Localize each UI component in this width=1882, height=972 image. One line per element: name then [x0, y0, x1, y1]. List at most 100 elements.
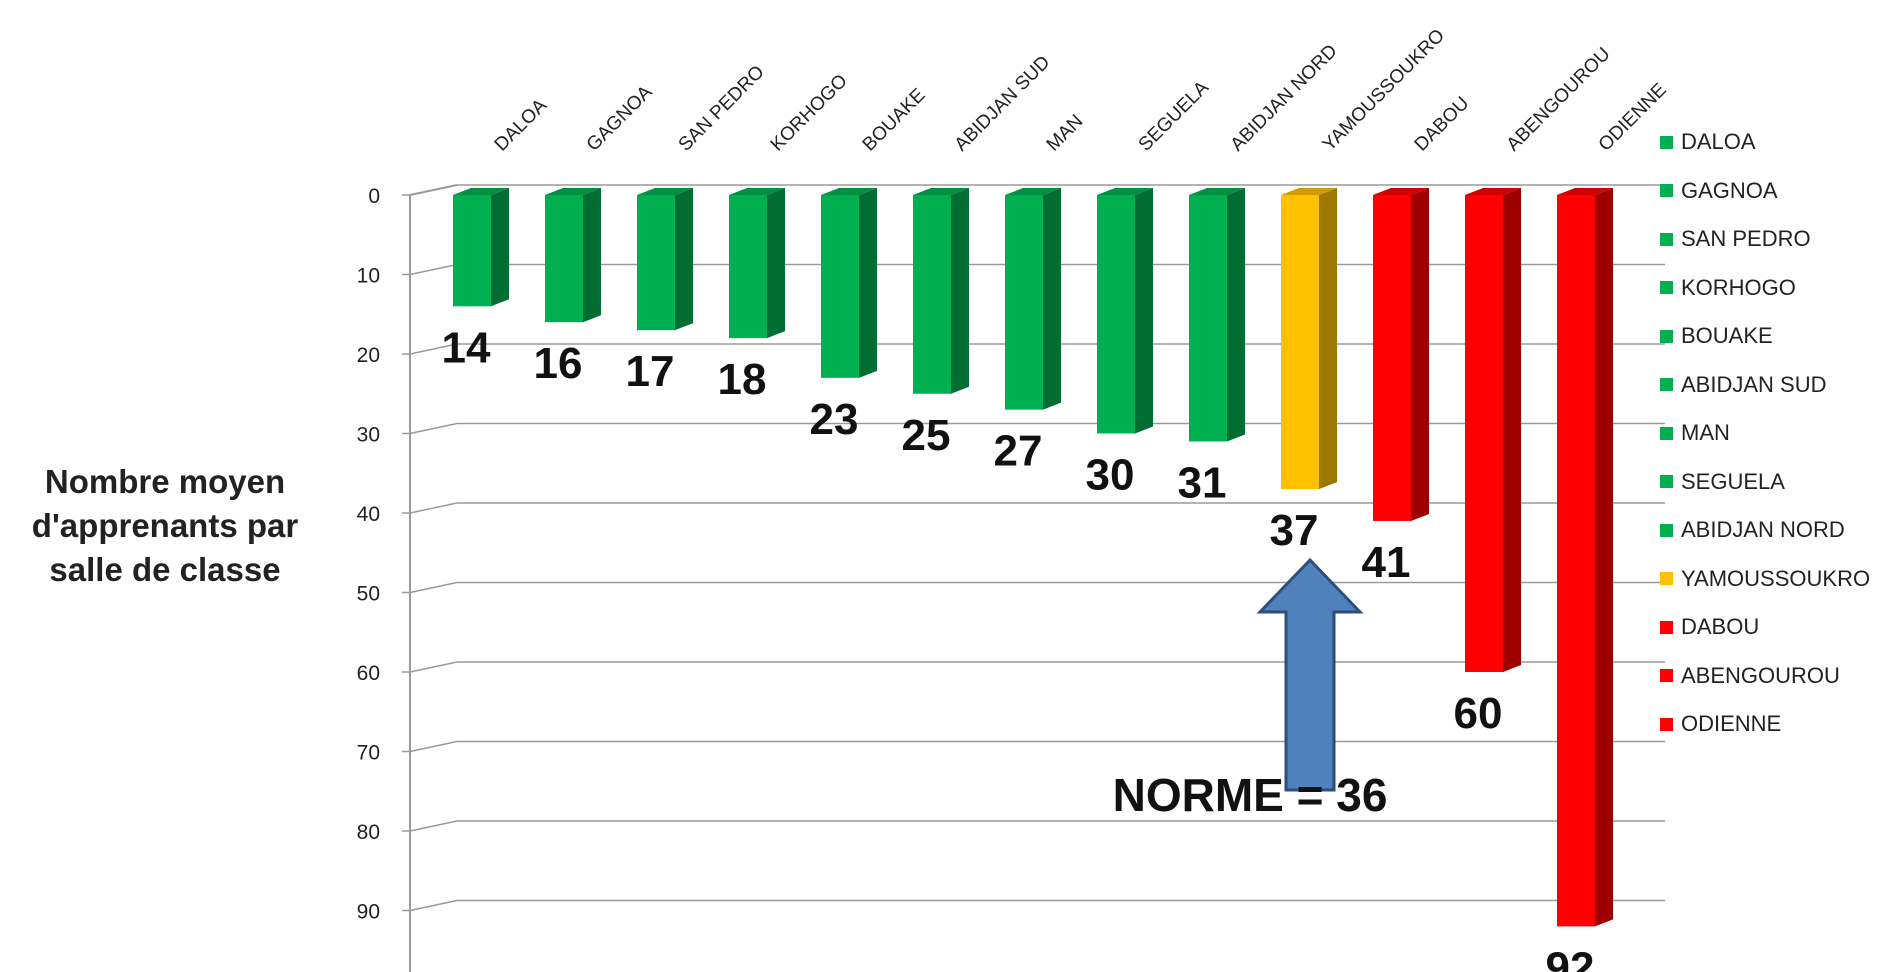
legend-item: MAN [1660, 409, 1870, 458]
category-label: SEGUELA [1135, 77, 1214, 156]
bar-front [453, 195, 491, 307]
data-label: 16 [534, 339, 583, 388]
data-label: 92 [1546, 943, 1595, 972]
bar-side [583, 188, 601, 323]
bar-side [1043, 188, 1061, 410]
legend-swatch [1660, 135, 1673, 149]
legend-swatch [1660, 669, 1673, 683]
y-tick-label: 70 [357, 742, 380, 765]
bar-front [1189, 195, 1227, 442]
legend-label: ABENGOUROU [1681, 662, 1840, 688]
norm-arrow [1256, 557, 1364, 792]
bar-top [545, 188, 601, 195]
bar [729, 188, 785, 339]
bar-front [729, 195, 767, 339]
legend-swatch [1660, 475, 1673, 489]
legend-item: YAMOUSSOUKRO [1660, 555, 1870, 604]
bar-front [1465, 195, 1503, 672]
grid-line [409, 502, 458, 514]
legend-item: ABIDJAN NORD [1660, 506, 1870, 555]
legend-label: DALOA [1681, 129, 1756, 155]
bar-top [913, 188, 969, 195]
bar [1005, 188, 1061, 410]
bar [1189, 188, 1245, 442]
legend-swatch [1660, 620, 1673, 634]
data-label: 31 [1178, 458, 1227, 507]
bar [545, 188, 601, 323]
legend-swatch [1660, 281, 1673, 295]
data-label: 18 [718, 355, 767, 404]
data-label: 41 [1362, 538, 1411, 587]
category-label: SAN PEDRO [675, 62, 769, 156]
data-labels: 14 16 17 18 23 25 27 30 31 37 41 60 92 [442, 323, 1595, 972]
category-label: ABIDJAN SUD [951, 52, 1055, 156]
legend-item: BOUAKE [1660, 312, 1870, 361]
bar-top [1005, 188, 1061, 195]
legend-label: MAN [1681, 420, 1730, 446]
data-label: 25 [902, 411, 951, 460]
y-axis-title: Nombre moyen d'apprenants par salle de c… [0, 460, 330, 592]
grid-line [409, 661, 458, 673]
grid-line [409, 820, 458, 832]
bar [913, 188, 969, 394]
bar [453, 188, 509, 307]
y-tick-label: 10 [357, 265, 380, 288]
bar-side [767, 188, 785, 339]
legend-item: SAN PEDRO [1660, 215, 1870, 264]
data-label: 14 [442, 323, 491, 372]
category-label: DALOA [491, 95, 552, 156]
data-label: 27 [994, 427, 1043, 476]
legend-label: ODIENNE [1681, 711, 1782, 737]
legend-swatch [1660, 523, 1673, 537]
bar-front [545, 195, 583, 323]
bar-top [729, 188, 785, 195]
bar-front [913, 195, 951, 394]
bar-side [1135, 188, 1153, 434]
grid-line [409, 343, 458, 355]
bar-side [1411, 188, 1429, 521]
bars [453, 188, 1613, 927]
bar-side [1595, 188, 1613, 927]
bar-front [821, 195, 859, 378]
legend-item: ABIDJAN SUD [1660, 361, 1870, 410]
legend-swatch [1660, 426, 1673, 440]
bar-top [1097, 188, 1153, 195]
legend-item: GAGNOA [1660, 167, 1870, 216]
legend-item: KORHOGO [1660, 264, 1870, 313]
bar [1281, 188, 1337, 490]
legend-swatch [1660, 329, 1673, 343]
legend-label: SAN PEDRO [1681, 226, 1811, 252]
category-label: DABOU [1411, 93, 1474, 156]
grid-line [409, 581, 458, 594]
y-tick-label: 60 [357, 662, 380, 685]
bar-front [1097, 195, 1135, 434]
category-label: MAN [1043, 111, 1088, 156]
grid-line [409, 740, 458, 753]
bar [821, 188, 877, 378]
bar-side [491, 188, 509, 307]
bar-top [1557, 188, 1613, 195]
y-tick-label: 90 [357, 901, 380, 924]
bar [1557, 188, 1613, 927]
legend-item: ABENGOUROU [1660, 652, 1870, 701]
data-label: 17 [626, 347, 675, 396]
legend-label: ABIDJAN SUD [1681, 371, 1827, 397]
legend-item: DABOU [1660, 603, 1870, 652]
bar-front [637, 195, 675, 331]
legend-label: YAMOUSSOUKRO [1681, 565, 1871, 591]
data-label: 37 [1270, 506, 1319, 555]
grid-line [409, 263, 458, 276]
y-axis-title-line: salle de classe [49, 551, 281, 588]
bar-front [1005, 195, 1043, 410]
y-tick-label: 40 [357, 503, 380, 526]
bar-top [821, 188, 877, 195]
bar-side [1503, 188, 1521, 672]
legend-label: GAGNOA [1681, 177, 1778, 203]
bar-front [1281, 195, 1319, 490]
y-axis-ticks: 0102030405060708090100 [357, 185, 410, 924]
legend-swatch [1660, 572, 1673, 586]
bar-front [1373, 195, 1411, 521]
y-axis-title-line: d'apprenants par [31, 507, 299, 544]
bar-front [1557, 195, 1595, 927]
bar-side [1227, 188, 1245, 442]
